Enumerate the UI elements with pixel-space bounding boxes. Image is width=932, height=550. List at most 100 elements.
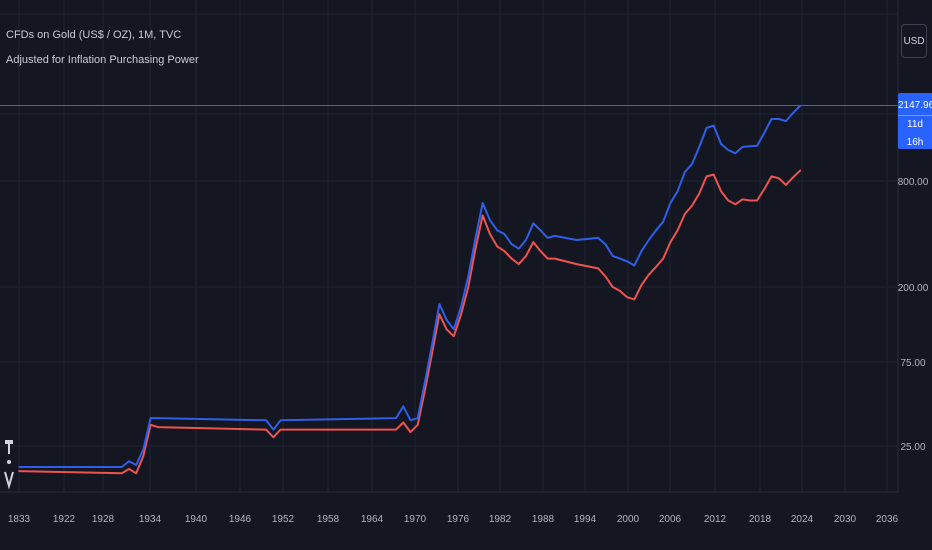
x-tick-label: 1988 bbox=[532, 514, 555, 525]
series-line-nominal[interactable] bbox=[19, 104, 802, 468]
data-point-adjusted bbox=[619, 290, 621, 292]
y-tick-label: 75.00 bbox=[900, 358, 925, 369]
data-point-adjusted bbox=[691, 204, 693, 207]
last-price-tag: 2147.96 11d 16h bbox=[898, 93, 932, 150]
data-point-nominal bbox=[135, 464, 137, 466]
data-point-nominal bbox=[481, 202, 484, 204]
data-point-adjusted bbox=[272, 436, 275, 439]
data-point-adjusted bbox=[734, 203, 737, 206]
x-axis: 1833 1922 1928 1934 1940 1946 1952 1958 1964 1970… bbox=[8, 514, 899, 525]
data-point-adjusted bbox=[518, 263, 520, 265]
data-point-adjusted bbox=[676, 229, 679, 232]
data-point-nominal bbox=[554, 235, 556, 237]
data-point-nominal bbox=[431, 343, 434, 345]
data-point-nominal bbox=[669, 202, 672, 204]
data-point-adjusted bbox=[460, 313, 462, 316]
data-point-nominal bbox=[633, 264, 636, 267]
x-tick-label: 2024 bbox=[791, 514, 814, 525]
data-point-nominal bbox=[149, 417, 152, 419]
data-point-nominal bbox=[416, 417, 419, 419]
data-point-nominal bbox=[489, 219, 491, 221]
data-point-nominal bbox=[698, 146, 701, 148]
data-point-adjusted bbox=[503, 250, 506, 252]
data-point-nominal bbox=[121, 466, 123, 468]
data-point-adjusted bbox=[684, 213, 686, 215]
data-point-nominal bbox=[532, 222, 535, 225]
data-point-nominal bbox=[777, 118, 780, 120]
data-point-adjusted bbox=[121, 472, 123, 475]
data-point-adjusted bbox=[489, 233, 491, 235]
data-point-nominal bbox=[749, 145, 751, 148]
chart-legend: CFDs on Gold (US$ / OZ), 1M, TVC Adjuste… bbox=[6, 28, 199, 67]
x-tick-label: 1833 bbox=[8, 514, 31, 525]
data-point-adjusted bbox=[445, 328, 448, 331]
data-point-nominal bbox=[142, 448, 145, 450]
chart-grid bbox=[0, 0, 898, 492]
data-point-nominal bbox=[18, 466, 20, 468]
data-point-adjusted bbox=[698, 192, 701, 195]
data-point-nominal bbox=[279, 419, 282, 422]
data-point-adjusted bbox=[669, 241, 672, 243]
currency-button[interactable]: USD bbox=[901, 24, 927, 58]
indicator-title[interactable]: Adjusted for Inflation Purchasing Power bbox=[6, 54, 199, 66]
data-point-nominal bbox=[518, 247, 520, 250]
data-point-nominal bbox=[727, 149, 729, 151]
data-point-adjusted bbox=[438, 313, 441, 316]
symbol-title[interactable]: CFDs on Gold (US$ / OZ), 1M, TVC bbox=[6, 29, 182, 41]
last-price-value: 2147.96 bbox=[898, 100, 932, 112]
y-tick-label: 25.00 bbox=[900, 442, 925, 453]
data-point-adjusted bbox=[135, 472, 137, 475]
tradingview-logo-icon[interactable] bbox=[2, 436, 16, 492]
data-point-nominal bbox=[438, 303, 441, 305]
y-axis: 800.00 200.00 75.00 25.00 bbox=[898, 177, 929, 453]
data-point-adjusted bbox=[749, 199, 751, 202]
data-point-adjusted bbox=[785, 184, 787, 186]
data-point-nominal bbox=[799, 104, 802, 107]
data-point-adjusted bbox=[128, 468, 130, 470]
data-point-nominal bbox=[712, 124, 715, 127]
data-point-adjusted bbox=[763, 188, 766, 190]
data-point-adjusted bbox=[539, 250, 542, 252]
data-point-adjusted bbox=[453, 335, 455, 338]
data-point-adjusted bbox=[662, 257, 664, 260]
data-point-adjusted bbox=[712, 173, 715, 176]
data-point-adjusted bbox=[525, 255, 527, 257]
data-point-nominal bbox=[503, 233, 506, 235]
data-point-adjusted bbox=[648, 273, 650, 276]
y-tick-label: 800.00 bbox=[898, 177, 929, 188]
data-point-adjusted bbox=[720, 190, 722, 192]
data-point-nominal bbox=[604, 243, 607, 245]
data-point-nominal bbox=[460, 305, 462, 308]
x-tick-label: 2006 bbox=[659, 514, 682, 525]
data-point-adjusted bbox=[575, 263, 578, 265]
data-point-adjusted bbox=[756, 199, 758, 202]
series-line-adjusted[interactable] bbox=[18, 169, 802, 475]
data-point-adjusted bbox=[633, 298, 636, 301]
data-point-nominal bbox=[525, 239, 527, 241]
data-point-nominal bbox=[546, 237, 549, 239]
data-point-nominal bbox=[424, 380, 426, 383]
data-point-adjusted bbox=[18, 470, 20, 472]
data-point-nominal bbox=[648, 239, 650, 241]
x-tick-label: 1928 bbox=[92, 514, 115, 525]
x-tick-label: 2000 bbox=[617, 514, 640, 525]
data-point-adjusted bbox=[546, 257, 549, 260]
x-tick-label: 1982 bbox=[489, 514, 512, 525]
data-point-adjusted bbox=[532, 241, 535, 243]
data-point-nominal bbox=[539, 229, 542, 232]
data-point-adjusted bbox=[799, 169, 802, 172]
data-point-adjusted bbox=[395, 428, 397, 431]
data-point-adjusted bbox=[770, 175, 773, 178]
data-point-adjusted bbox=[626, 296, 628, 299]
x-tick-label: 2012 bbox=[704, 514, 727, 525]
data-point-nominal bbox=[510, 243, 513, 245]
data-point-adjusted bbox=[611, 286, 614, 288]
data-point-adjusted bbox=[149, 424, 152, 426]
data-point-adjusted bbox=[597, 267, 599, 270]
data-point-nominal bbox=[474, 237, 477, 239]
data-point-nominal bbox=[705, 127, 708, 129]
data-point-nominal bbox=[597, 237, 599, 239]
data-point-nominal bbox=[763, 132, 766, 134]
data-point-nominal bbox=[453, 328, 455, 331]
